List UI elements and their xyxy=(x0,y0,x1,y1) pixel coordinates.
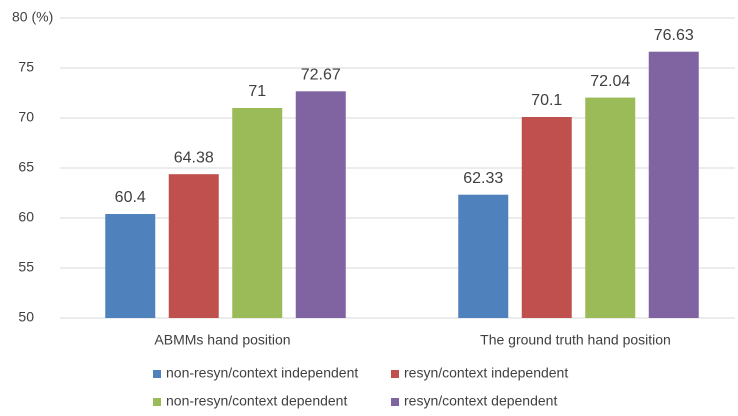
bar xyxy=(585,97,636,318)
legend-label: non-resyn/context dependent xyxy=(166,393,347,409)
data-label: 60.4 xyxy=(115,189,146,206)
y-tick-label: 75 xyxy=(18,59,34,75)
data-label: 76.63 xyxy=(654,27,694,44)
legend-label: non-resyn/context independent xyxy=(166,365,358,381)
bar xyxy=(648,51,699,318)
y-tick-label: 65 xyxy=(18,159,34,175)
data-label: 72.04 xyxy=(590,73,630,90)
bar xyxy=(105,214,156,318)
data-label: 62.33 xyxy=(463,170,503,187)
data-label: 70.1 xyxy=(531,92,562,109)
x-tick-label: The ground truth hand position xyxy=(480,332,671,348)
y-tick-label: 70 xyxy=(18,109,34,125)
legend-swatch xyxy=(391,398,399,406)
legend-label: resyn/context independent xyxy=(404,365,568,381)
bar xyxy=(232,108,283,318)
legend-label: resyn/context dependent xyxy=(404,393,557,409)
bar xyxy=(458,194,509,318)
data-label: 71 xyxy=(248,83,266,100)
y-tick-label: 80 (%) xyxy=(12,9,53,25)
bar xyxy=(295,91,346,318)
legend-swatch xyxy=(153,370,161,378)
x-tick-label: ABMMs hand position xyxy=(154,332,290,348)
bar xyxy=(168,174,219,318)
data-label: 64.38 xyxy=(174,149,214,166)
legend-swatch xyxy=(391,370,399,378)
legend-swatch xyxy=(153,398,161,406)
y-tick-label: 50 xyxy=(18,309,34,325)
bar xyxy=(521,117,572,318)
y-tick-label: 55 xyxy=(18,259,34,275)
y-tick-label: 60 xyxy=(18,209,34,225)
data-label: 72.67 xyxy=(301,67,341,84)
